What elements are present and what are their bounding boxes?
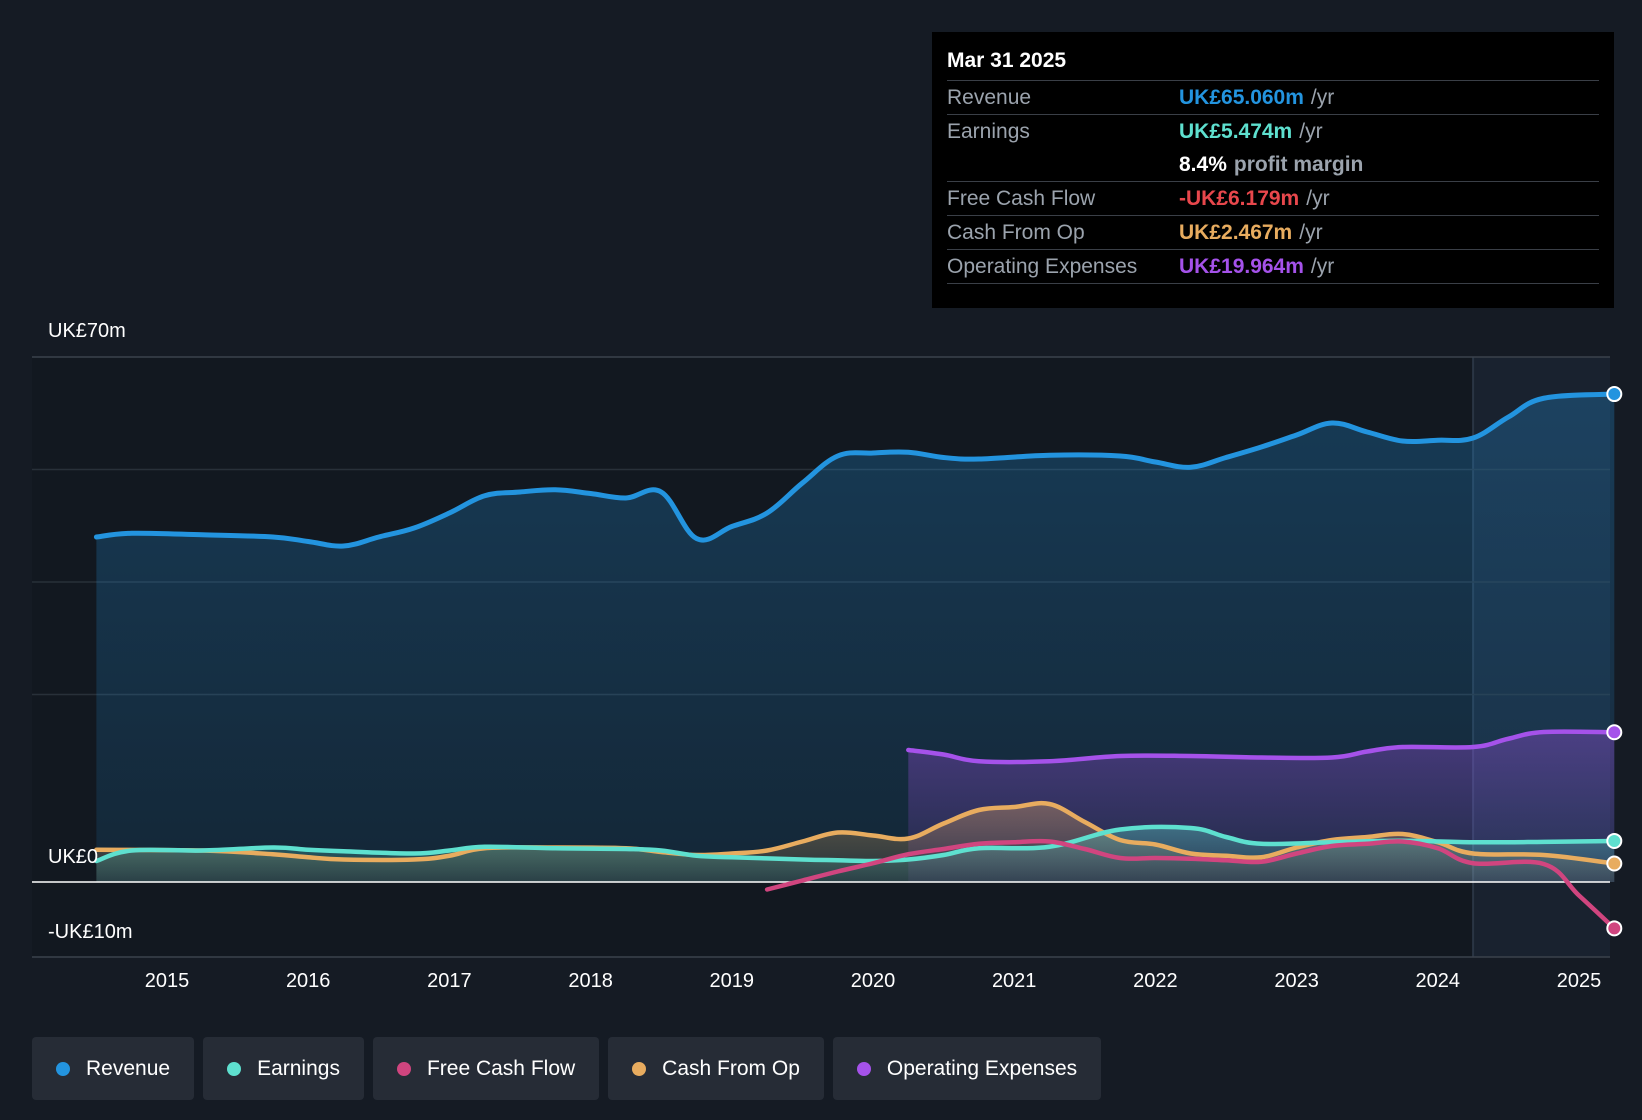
legend-label-earnings: Earnings [257, 1056, 340, 1080]
revenue-end-marker[interactable] [1606, 386, 1623, 403]
free-cash-flow-end-marker[interactable] [1606, 920, 1623, 937]
legend-item-revenue[interactable]: Revenue [32, 1037, 195, 1100]
chart-legend: Revenue Earnings Free Cash Flow Cash Fro… [32, 1037, 1102, 1100]
tooltip-row-cfo: Cash From Op UK£2.467m /yr [947, 216, 1599, 250]
legend-dot-free-cash-flow-icon [396, 1061, 411, 1076]
y-label-bottom: -UK£10m [48, 921, 133, 943]
legend-dot-earnings-icon [227, 1061, 242, 1076]
y-label-zero: UK£0 [48, 846, 99, 868]
tooltip-fcf-unit: /yr [1306, 186, 1330, 210]
tooltip-revenue-label: Revenue [947, 85, 1032, 109]
tooltip-row-margin: 8.4% profit margin [947, 148, 1599, 182]
tooltip-opex-unit: /yr [1310, 254, 1335, 278]
x-tick-2017: 2017 [427, 970, 472, 992]
tooltip-margin-value: 8.4% [1179, 152, 1227, 176]
legend-item-operating-expenses[interactable]: Operating Expenses [832, 1037, 1102, 1100]
tooltip-row-fcf: Free Cash Flow -UK£6.179m /yr [947, 182, 1599, 216]
revenue-line [93, 391, 1617, 549]
tooltip-date: Mar 31 2025 [947, 46, 1599, 81]
x-tick-2019: 2019 [709, 970, 755, 992]
data-tooltip: Mar 31 2025 Revenue UK£65.060m /yr Earni… [932, 32, 1614, 308]
legend-label-operating-expenses: Operating Expenses [886, 1056, 1078, 1080]
cash-from-op-line [94, 800, 1617, 866]
tooltip-row-earnings: Earnings UK£5.474m /yr [947, 115, 1599, 148]
x-tick-2020: 2020 [850, 970, 896, 992]
legend-item-cash-from-op[interactable]: Cash From Op [608, 1037, 824, 1100]
tooltip-row-revenue: Revenue UK£65.060m /yr [947, 81, 1599, 115]
legend-dot-operating-expenses-icon [856, 1061, 871, 1076]
legend-item-free-cash-flow[interactable]: Free Cash Flow [372, 1037, 600, 1100]
operating-expenses-line [906, 729, 1617, 765]
tooltip-opex-label: Operating Expenses [947, 254, 1138, 278]
legend-label-revenue: Revenue [86, 1056, 171, 1080]
x-tick-2023: 2023 [1274, 970, 1319, 992]
y-label-top: UK£70m [48, 320, 126, 342]
tooltip-cfo-unit: /yr [1299, 220, 1323, 244]
tooltip-opex-value: UK£19.964m [1179, 254, 1304, 278]
cash-from-op-end-marker[interactable] [1606, 855, 1623, 872]
legend-dot-revenue-icon [56, 1061, 70, 1076]
x-tick-2024: 2024 [1415, 970, 1461, 992]
tooltip-earnings-label: Earnings [947, 119, 1030, 143]
operating-expenses-end-marker[interactable] [1606, 724, 1623, 741]
legend-dot-cash-from-op-icon [632, 1061, 647, 1076]
chart-plot [32, 356, 1623, 958]
x-tick-2021: 2021 [991, 970, 1037, 992]
tooltip-margin-text: profit margin [1233, 152, 1364, 176]
tooltip-fcf-value: -UK£6.179m [1179, 186, 1300, 210]
tooltip-cfo-label: Cash From Op [947, 220, 1085, 244]
tooltip-revenue-value: UK£65.060m [1179, 85, 1304, 109]
x-tick-2015: 2015 [144, 970, 190, 992]
earnings-end-marker[interactable] [1606, 832, 1623, 849]
earnings-line [94, 824, 1617, 864]
tooltip-row-opex: Operating Expenses UK£19.964m /yr [947, 250, 1599, 284]
tooltip-earnings-unit: /yr [1299, 119, 1323, 143]
x-tick-2016: 2016 [285, 970, 331, 992]
tooltip-earnings-value: UK£5.474m [1179, 119, 1293, 143]
x-tick-2025: 2025 [1556, 970, 1602, 992]
x-tick-2022: 2022 [1133, 970, 1178, 992]
legend-item-earnings[interactable]: Earnings [203, 1037, 364, 1100]
tooltip-cfo-value: UK£2.467m [1179, 220, 1293, 244]
legend-label-cash-from-op: Cash From Op [662, 1056, 800, 1080]
free-cash-flow-line [764, 838, 1617, 931]
x-tick-2018: 2018 [568, 970, 613, 992]
tooltip-revenue-unit: /yr [1310, 85, 1335, 109]
tooltip-fcf-label: Free Cash Flow [947, 186, 1096, 210]
legend-label-free-cash-flow: Free Cash Flow [426, 1056, 576, 1080]
